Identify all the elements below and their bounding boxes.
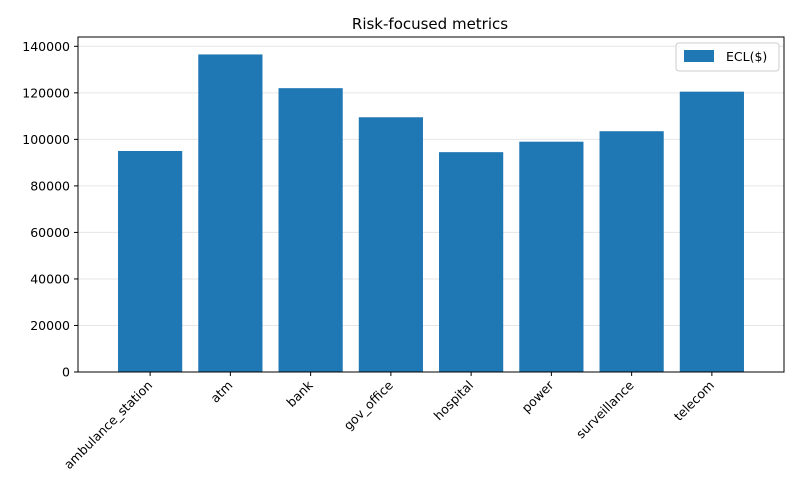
y-tick-label: 60000 bbox=[30, 225, 70, 240]
bars bbox=[118, 54, 744, 373]
bar-surveillance bbox=[599, 131, 664, 372]
y-tick-label: 120000 bbox=[22, 85, 70, 100]
bar-atm bbox=[198, 54, 263, 373]
y-tick-label: 20000 bbox=[30, 318, 70, 333]
bar-ambulance_station bbox=[118, 150, 183, 372]
y-tick-label: 40000 bbox=[30, 271, 70, 286]
plot-frame bbox=[77, 36, 785, 373]
legend-label: ECL($) bbox=[726, 49, 767, 64]
bar-gov_office bbox=[358, 117, 423, 373]
legend: ECL($) bbox=[675, 42, 780, 72]
bar-hospital bbox=[439, 152, 504, 372]
y-tick-label: 100000 bbox=[22, 132, 70, 147]
bar-power bbox=[519, 141, 584, 372]
legend-swatch bbox=[684, 50, 714, 62]
y-tick-label: 0 bbox=[62, 365, 70, 380]
bar-telecom bbox=[679, 91, 744, 372]
bar-bank bbox=[278, 88, 343, 373]
chart-title: Risk-focused metrics bbox=[352, 15, 508, 33]
y-tick-label: 140000 bbox=[22, 39, 70, 54]
y-tick-label: 80000 bbox=[30, 178, 70, 193]
